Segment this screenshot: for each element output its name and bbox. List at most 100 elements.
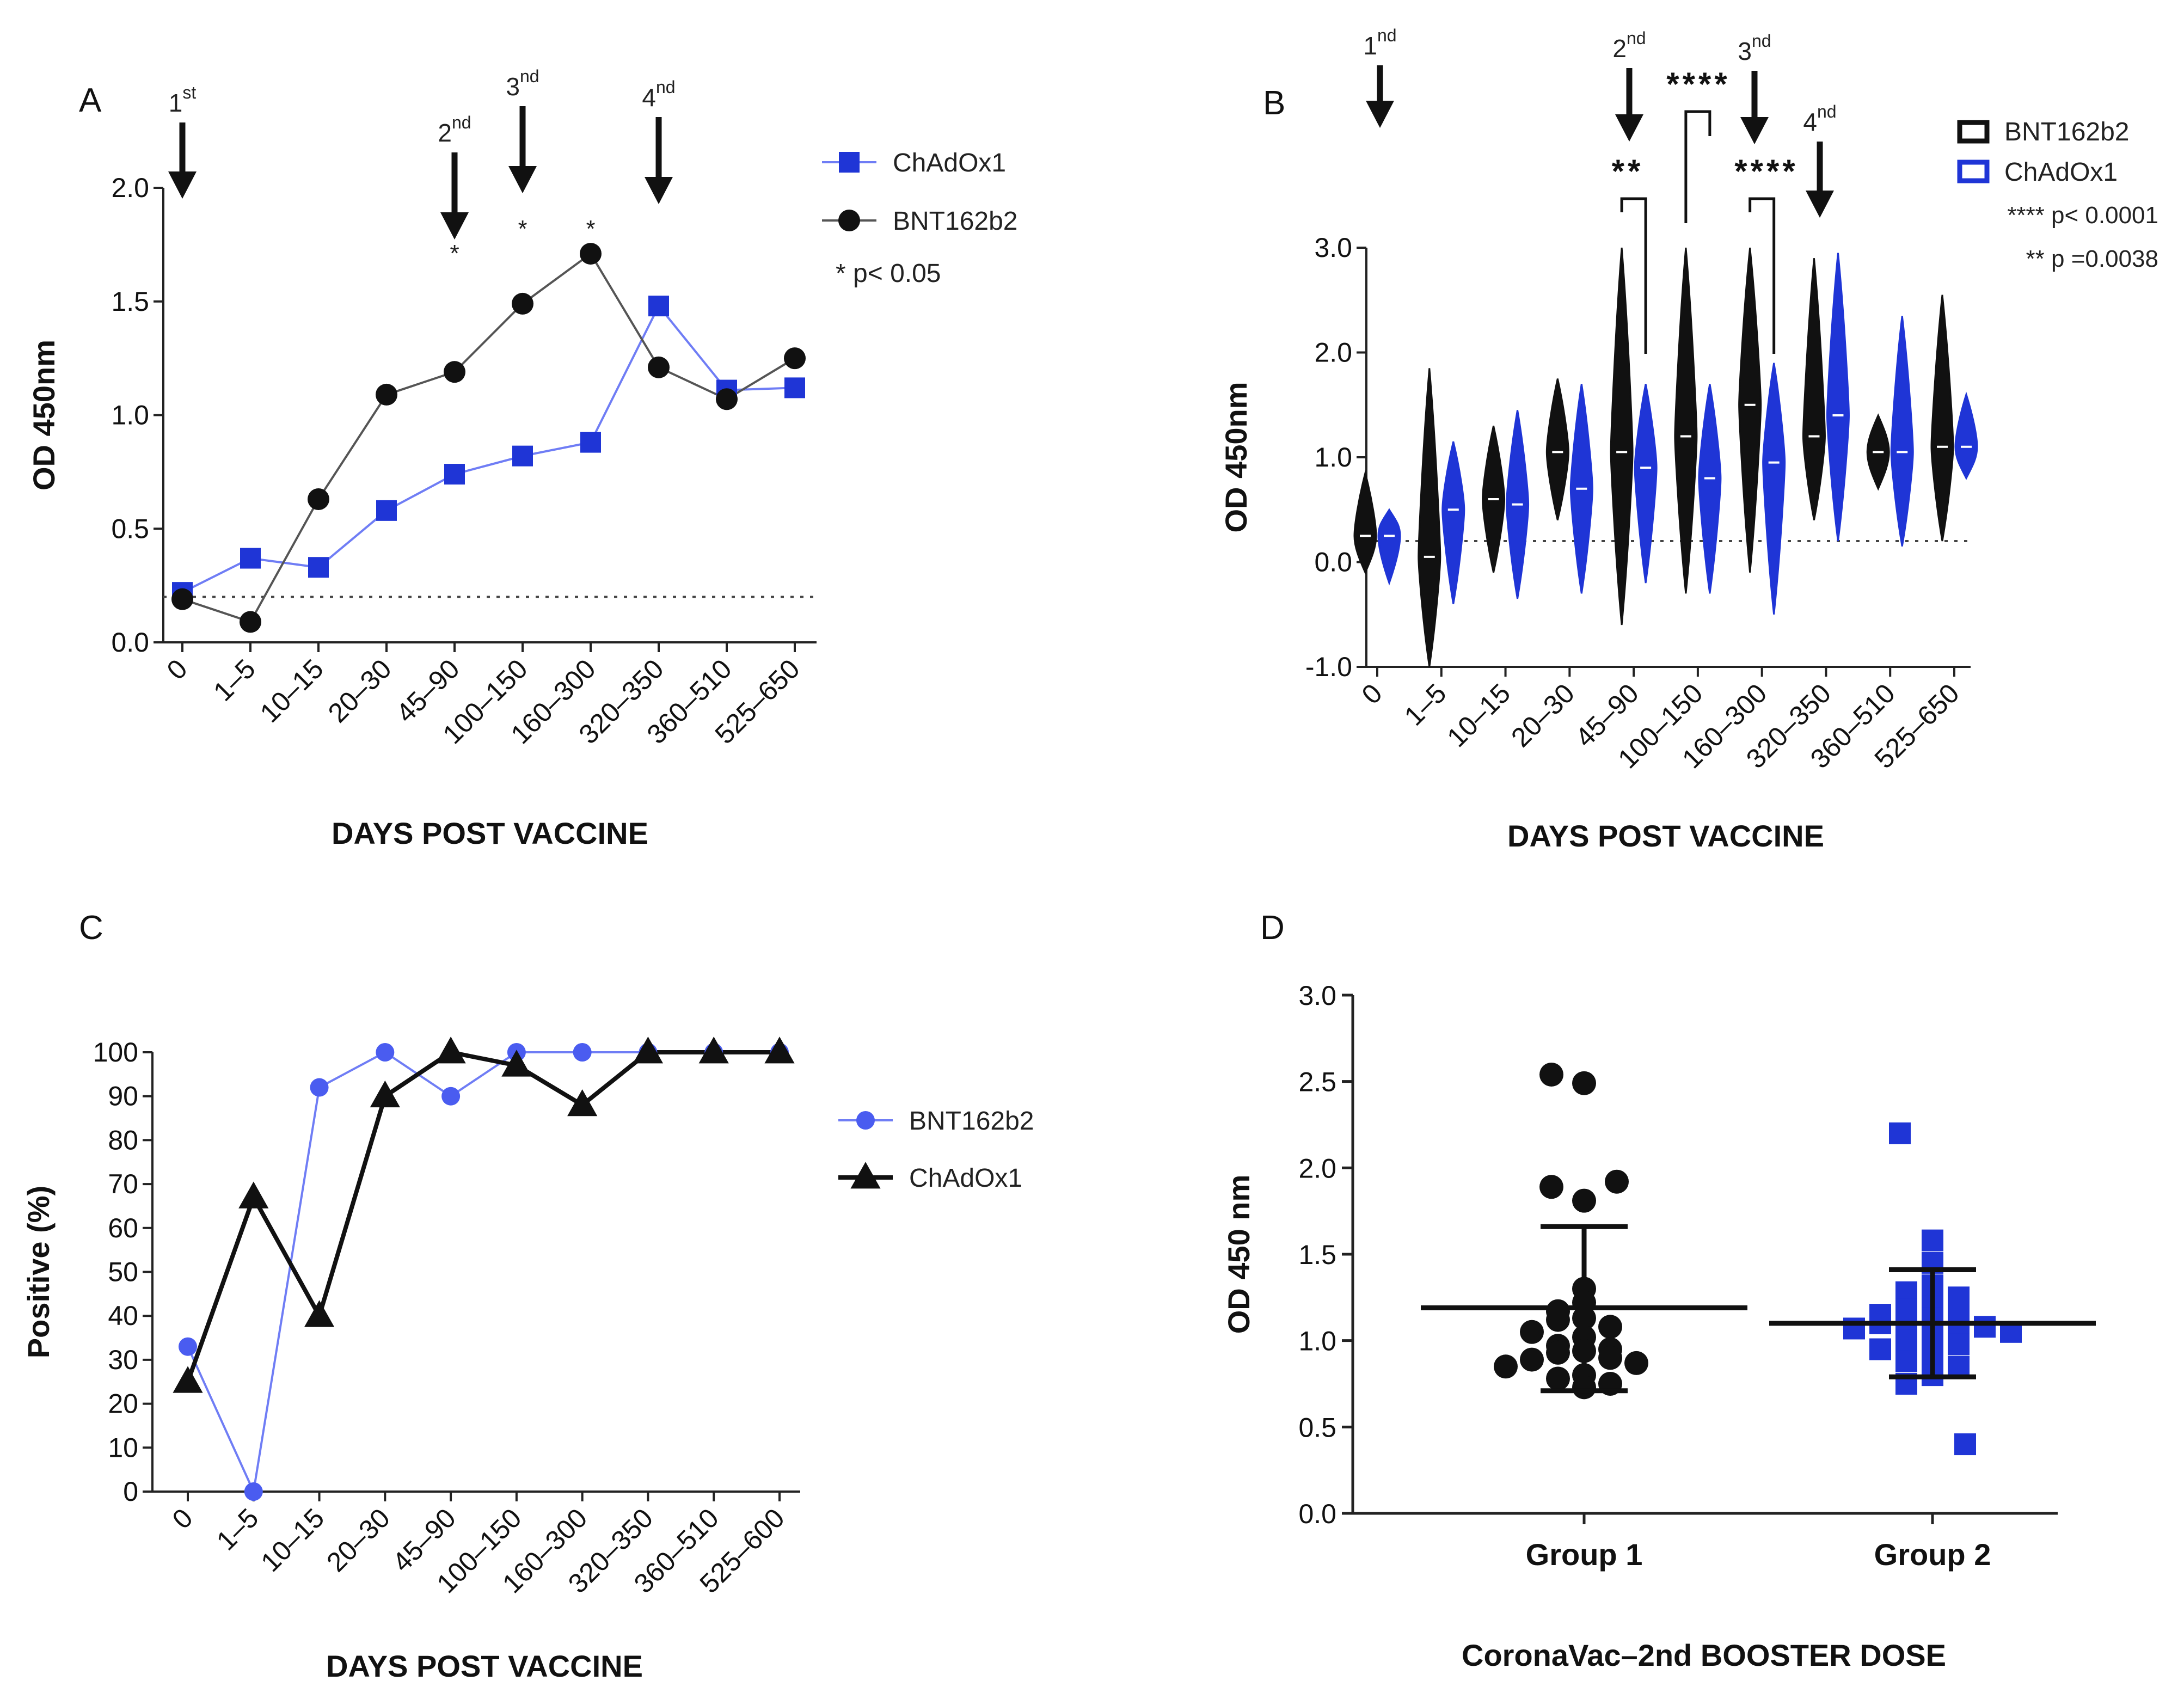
data-point [1948, 1355, 1970, 1378]
y-tick-label: 1.0 [1314, 442, 1352, 473]
data-point [784, 347, 806, 370]
arrow-head [1615, 114, 1643, 142]
data-point [1889, 1122, 1911, 1144]
data-point [648, 296, 669, 317]
data-point [376, 1043, 395, 1062]
dose-label: 1nd [1363, 26, 1396, 60]
violin [1674, 247, 1698, 594]
legend: BNT162b2 ChAdOx1 [838, 1107, 1034, 1193]
y-tick-label: 70 [108, 1169, 138, 1199]
violin [1418, 368, 1441, 667]
data-point [633, 1036, 664, 1064]
dose-number: 4 [642, 83, 656, 112]
dose-suffix: nd [1752, 31, 1771, 51]
arrow-head [1740, 117, 1769, 144]
dose-suffix: nd [1627, 28, 1646, 48]
data-point [1974, 1316, 1996, 1338]
y-axis-title: OD 450nm [1219, 382, 1253, 533]
y-tick-label: 0.0 [1314, 547, 1352, 578]
violin [1826, 253, 1850, 542]
violin [1890, 315, 1914, 547]
dose-arrow [1615, 68, 1643, 142]
dose-number: 2 [1612, 34, 1627, 63]
data-point [173, 1366, 203, 1393]
y-tick-label: 50 [108, 1257, 138, 1287]
y-tick-label: 2.0 [1298, 1153, 1336, 1183]
data-point [1546, 1340, 1570, 1365]
dose-suffix: st [182, 83, 196, 102]
panel-b: B-1.00.01.02.03.00 1–510–1520–3045–90100–… [1219, 26, 2158, 853]
data-point [238, 1181, 269, 1209]
data-point [1598, 1346, 1622, 1370]
dose-label: 1st [169, 83, 197, 117]
legend-label: BNT162b2 [909, 1107, 1034, 1136]
data-point [441, 1087, 461, 1106]
data-point [308, 488, 329, 510]
data-point [308, 557, 329, 578]
dose-suffix: nd [1817, 102, 1837, 121]
violin [1610, 247, 1634, 625]
panel-label: C [79, 909, 103, 947]
legend-marker [856, 1111, 875, 1130]
y-tick-label: 1.0 [1298, 1326, 1336, 1357]
data-point [171, 588, 193, 610]
x-axis-title: DAYS POST VACCINE [332, 816, 648, 850]
violin [1698, 383, 1722, 594]
violin [1802, 258, 1826, 520]
data-point [435, 1036, 466, 1064]
y-tick-label: 60 [108, 1213, 138, 1243]
significance-bracket [1749, 197, 1776, 354]
panel-label: B [1263, 84, 1285, 122]
significance-marker: * [586, 216, 595, 242]
data-point [179, 1337, 197, 1356]
arrow-head [645, 177, 673, 204]
x-axis-title: DAYS POST VACCINE [326, 1649, 643, 1683]
legend-label: ChAdOx1 [893, 149, 1006, 177]
panel-label: A [79, 82, 102, 119]
significance-marker: * [518, 216, 527, 242]
legend-marker [839, 152, 860, 173]
data-point [764, 1036, 795, 1064]
data-point [1572, 1071, 1596, 1095]
data-point [1494, 1354, 1518, 1379]
x-axis-title: CoronaVac–2nd BOOSTER DOSE [1462, 1638, 1946, 1672]
data-point [1598, 1315, 1622, 1339]
data-point [1546, 1308, 1570, 1332]
dose-number: 4 [1803, 108, 1817, 136]
data-point [444, 361, 465, 383]
y-tick-label: 3.0 [1298, 980, 1336, 1011]
legend-swatch [1957, 120, 1990, 144]
x-tick-label: Group 1 [1526, 1537, 1643, 1572]
y-tick-label: 1.0 [111, 400, 149, 431]
data-point [304, 1300, 335, 1327]
significance-marker: **** [1734, 153, 1798, 189]
data-point [1895, 1309, 1917, 1331]
y-axis-title: OD 450 nm [1222, 1175, 1256, 1334]
dose-suffix: nd [520, 66, 539, 86]
significance-bracket [1684, 110, 1711, 223]
y-tick-label: 10 [108, 1432, 138, 1463]
dose-number: 3 [1738, 37, 1752, 65]
data-point [1539, 1175, 1563, 1199]
legend-note: ** p =0.0038 [2026, 246, 2158, 272]
data-point [1605, 1169, 1629, 1194]
y-tick-label: 30 [108, 1345, 138, 1375]
arrow-head [508, 166, 537, 193]
legend-label: ChAdOx1 [2004, 158, 2118, 187]
dose-number: 1 [169, 89, 183, 117]
y-tick-label: 80 [108, 1125, 138, 1155]
dose-label: 4nd [642, 77, 675, 112]
violin [1738, 247, 1762, 573]
y-tick-label: 0.5 [1298, 1412, 1336, 1443]
legend-marker [850, 1162, 881, 1189]
dose-arrow [508, 106, 537, 193]
data-point [444, 464, 465, 485]
data-point [580, 243, 602, 265]
y-tick-label: 1.5 [1298, 1240, 1336, 1270]
dose-arrow [1806, 142, 1834, 218]
dose-number: 2 [438, 119, 452, 147]
data-point [501, 1050, 532, 1077]
data-point [573, 1043, 592, 1062]
significance-marker: **** [1666, 66, 1730, 102]
